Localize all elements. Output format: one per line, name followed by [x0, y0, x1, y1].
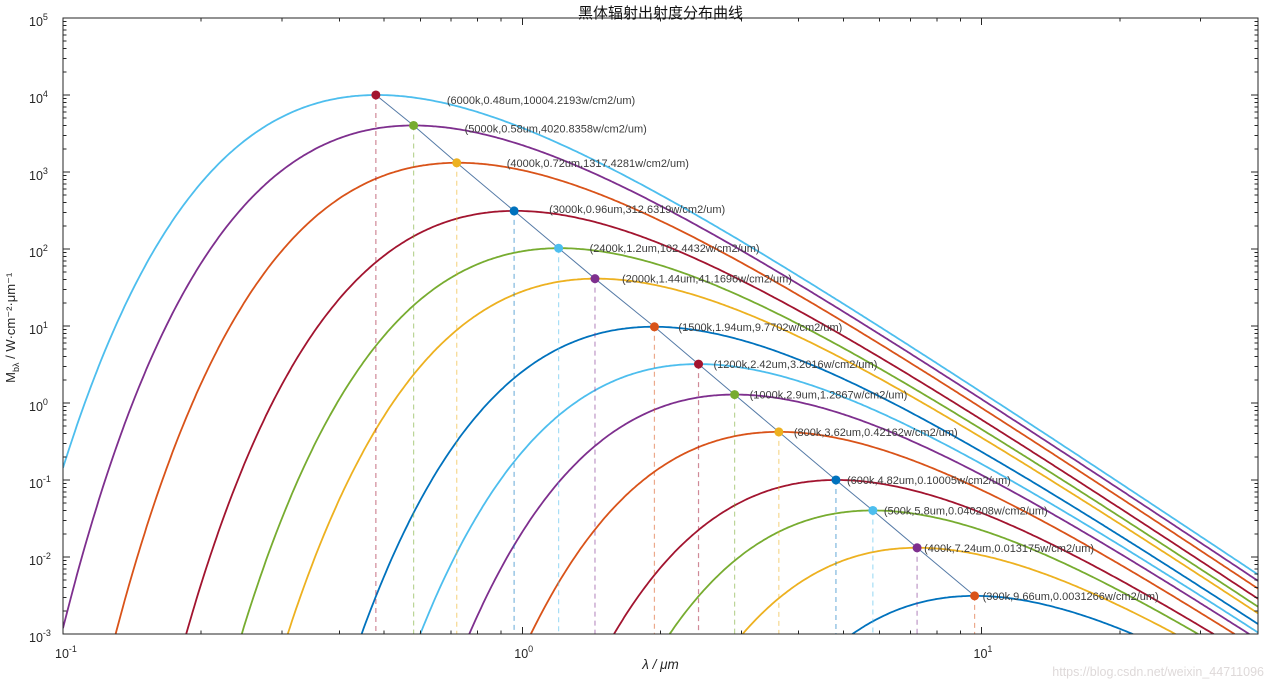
curve-3000k — [185, 210, 1258, 634]
y-tick-label: 10-1 — [29, 474, 51, 491]
watermark-text: https://blog.csdn.net/weixin_44711096 — [1052, 665, 1264, 679]
peak-label-1200k: (1200k,2.42um,3.2016w/cm2/um) — [714, 359, 878, 371]
y-tick-label: 10-2 — [29, 551, 51, 568]
peak-label-3000k: (3000k,0.96um,312.6319w/cm2/um) — [549, 204, 725, 216]
peak-marker-500k — [868, 505, 878, 515]
ylabel-units: / W·cm⁻²·μm⁻¹ — [3, 272, 19, 363]
curve-500k — [668, 509, 1200, 634]
x-tick-label: 101 — [974, 644, 993, 661]
y-axis-label: Mbλ / W·cm⁻²·μm⁻¹ — [3, 168, 21, 488]
peak-marker-2000k — [590, 274, 600, 284]
peak-marker-1200k — [694, 359, 704, 369]
peak-marker-2400k — [554, 243, 564, 253]
peak-label-300k: (300k,9.66um,0.0031266w/cm2/um) — [983, 591, 1159, 603]
peak-marker-1000k — [730, 390, 740, 400]
y-tick-label: 100 — [29, 397, 48, 414]
curve-1000k — [468, 393, 1251, 634]
peak-marker-300k — [970, 591, 980, 601]
ylabel-base: M — [3, 372, 19, 383]
peak-marker-800k — [774, 427, 784, 437]
peak-label-4000k: (4000k,0.72um,1317.4281w/cm2/um) — [507, 158, 689, 170]
tick-labels-layer: 10-1 100 101 10-3 10-2 10-1 100 101 102 103 104 105 — [29, 12, 992, 661]
peak-label-1500k: (1500k,1.94um,9.7702w/cm2/um) — [678, 322, 842, 334]
curve-5000k — [63, 124, 1258, 629]
peak-droplines-layer — [375, 94, 976, 634]
curve-2000k — [286, 277, 1258, 634]
x-axis-label: λ / μm — [642, 657, 679, 672]
y-tick-label: 101 — [29, 320, 48, 337]
curve-4000k — [114, 161, 1258, 634]
curve-300k — [850, 595, 1135, 634]
chart-title: 黑体辐射出射度分布曲线 — [577, 4, 743, 22]
peak-labels-layer: (300k,9.66um,0.0031266w/cm2/um) (400k,7.2… — [447, 95, 1159, 603]
peak-marker-1500k — [649, 322, 659, 332]
peak-label-500k: (500k,5.8um,0.040208w/cm2/um) — [884, 505, 1048, 517]
curve-400k — [741, 546, 1178, 634]
peak-label-2400k: (2400k,1.2um,102.4432w/cm2/um) — [590, 243, 760, 255]
peak-marker-5000k — [409, 120, 419, 130]
curve-1500k — [360, 325, 1258, 634]
axes-layer — [62, 17, 1259, 635]
ylabel-subscript: bλ — [10, 362, 21, 373]
peak-marker-6000k — [371, 90, 381, 100]
curve-600k — [612, 479, 1216, 634]
peak-label-600k: (600k,4.82um,0.10005w/cm2/um) — [847, 475, 1011, 487]
y-tick-label: 10-3 — [29, 628, 51, 645]
y-tick-label: 103 — [29, 166, 48, 183]
peak-marker-600k — [831, 475, 841, 485]
peak-markers-layer — [371, 90, 980, 601]
wien-peak-line — [375, 94, 975, 597]
peak-label-5000k: (5000k,0.58um,4020.8358w/cm2/um) — [465, 123, 647, 135]
peak-label-400k: (400k,7.24um,0.013175w/cm2/um) — [924, 543, 1094, 555]
curves-layer — [63, 94, 1258, 634]
curve-2400k — [240, 247, 1258, 634]
curve-1200k — [419, 363, 1258, 634]
curve-800k — [529, 431, 1237, 634]
peak-marker-3000k — [509, 206, 519, 216]
peak-label-6000k: (6000k,0.48um,10004.2193w/cm2/um) — [447, 95, 635, 107]
x-tick-label: 100 — [514, 644, 533, 661]
x-tick-label: 10-1 — [55, 644, 77, 661]
y-tick-label: 104 — [29, 89, 48, 106]
peak-label-800k: (800k,3.62um,0.42162w/cm2/um) — [794, 427, 958, 439]
y-tick-label: 105 — [29, 12, 48, 29]
y-tick-label: 102 — [29, 243, 48, 260]
peak-label-2000k: (2000k,1.44um,41.1696w/cm2/um) — [622, 274, 792, 286]
peak-marker-400k — [912, 543, 922, 553]
curve-6000k — [63, 94, 1258, 576]
peak-marker-4000k — [452, 158, 462, 168]
peak-label-1000k: (1000k,2.9um,1.2867w/cm2/um) — [750, 390, 908, 402]
